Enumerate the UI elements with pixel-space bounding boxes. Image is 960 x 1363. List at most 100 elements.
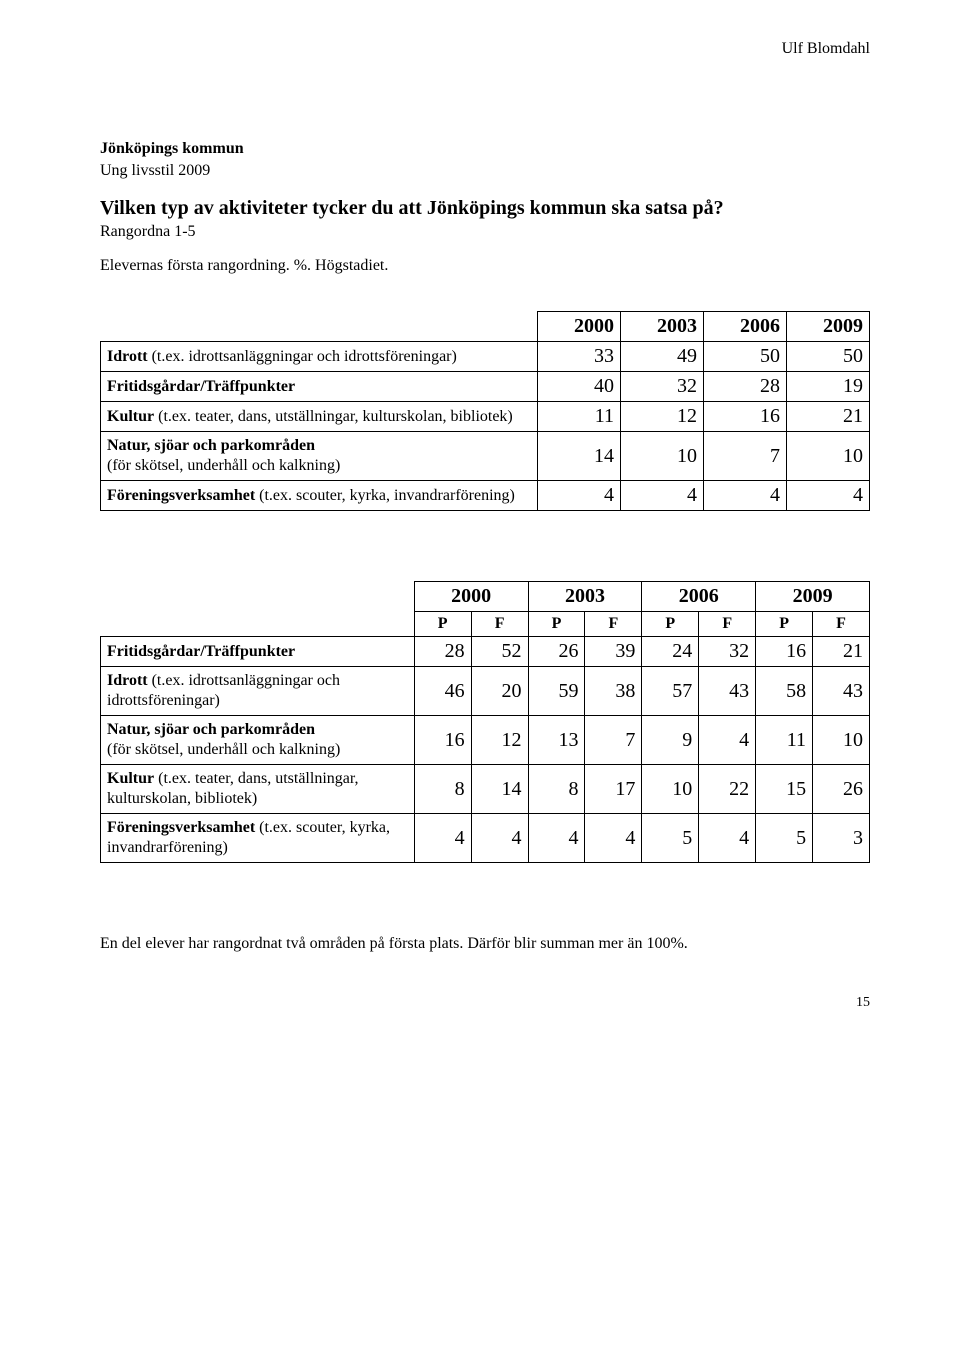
table-1-row: Natur, sjöar och parkområden(för skötsel…	[101, 432, 870, 481]
table-2-row-label: Idrott (t.ex. idrottsanläggningar och id…	[101, 667, 415, 716]
header-line-2: Ung livsstil 2009	[100, 160, 870, 182]
table-1-cell: 4	[538, 481, 621, 511]
table-2-row: Fritidsgårdar/Träffpunkter28522639243216…	[101, 637, 870, 667]
table-2-cell: 28	[414, 637, 471, 667]
table-1: 2000 2003 2006 2009 Idrott (t.ex. idrott…	[100, 311, 870, 511]
table-1-cell: 49	[621, 342, 704, 372]
table-2-pf-5: F	[699, 612, 756, 637]
table-2-row-label: Föreningsverksamhet (t.ex. scouter, kyrk…	[101, 814, 415, 863]
table-2-year-3: 2009	[756, 582, 870, 612]
table-2-row: Föreningsverksamhet (t.ex. scouter, kyrk…	[101, 814, 870, 863]
table-2-cell: 43	[699, 667, 756, 716]
table-2-cell: 12	[471, 716, 528, 765]
table-1-cell: 12	[621, 402, 704, 432]
table-2-cell: 4	[471, 814, 528, 863]
table-2-pf-1: F	[471, 612, 528, 637]
table-1-row: Föreningsverksamhet (t.ex. scouter, kyrk…	[101, 481, 870, 511]
page-container: Ulf Blomdahl Jönköpings kommun Ung livss…	[0, 0, 960, 1051]
table-2: 2000 2003 2006 2009 P F P F P F P F Frit…	[100, 581, 870, 863]
table-2-cell: 14	[471, 765, 528, 814]
table-1-cell: 4	[704, 481, 787, 511]
table-1-row: Idrott (t.ex. idrottsanläggningar och id…	[101, 342, 870, 372]
table-2-cell: 39	[585, 637, 642, 667]
table-2-cell: 58	[756, 667, 813, 716]
table-2-cell: 8	[414, 765, 471, 814]
table-2-cell: 4	[528, 814, 585, 863]
table-2-row-label: Kultur (t.ex. teater, dans, utställninga…	[101, 765, 415, 814]
table-1-header-row: 2000 2003 2006 2009	[101, 312, 870, 342]
table-2-cell: 46	[414, 667, 471, 716]
table-1-row-label: Natur, sjöar och parkområden(för skötsel…	[101, 432, 538, 481]
table-1-row: Fritidsgårdar/Träffpunkter40322819	[101, 372, 870, 402]
table-1-cell: 40	[538, 372, 621, 402]
table-2-cell: 16	[756, 637, 813, 667]
table-2-cell: 3	[813, 814, 870, 863]
table-2-cell: 57	[642, 667, 699, 716]
table-1-row: Kultur (t.ex. teater, dans, utställninga…	[101, 402, 870, 432]
table-1-cell: 21	[787, 402, 870, 432]
table-2-cell: 7	[585, 716, 642, 765]
table-2-year-0: 2000	[414, 582, 528, 612]
footnote-text: En del elever har rangordnat två områden…	[100, 933, 870, 955]
table-1-cell: 33	[538, 342, 621, 372]
table-1-row-label: Kultur (t.ex. teater, dans, utställninga…	[101, 402, 538, 432]
table-2-cell: 11	[756, 716, 813, 765]
table-1-cell: 4	[621, 481, 704, 511]
table-2-pf-4: P	[642, 612, 699, 637]
table-2-row-label: Natur, sjöar och parkområden(för skötsel…	[101, 716, 415, 765]
table-2-empty-header	[101, 582, 415, 612]
table-2-cell: 4	[699, 814, 756, 863]
table-1-year-0: 2000	[538, 312, 621, 342]
table-2-cell: 4	[414, 814, 471, 863]
table-2-year-1: 2003	[528, 582, 642, 612]
table-2-pf-0: P	[414, 612, 471, 637]
table-1-row-label: Fritidsgårdar/Träffpunkter	[101, 372, 538, 402]
table-2-cell: 32	[699, 637, 756, 667]
table-1-cell: 32	[621, 372, 704, 402]
document-subtitle: Rangordna 1-5	[100, 223, 870, 241]
table-2-cell: 15	[756, 765, 813, 814]
description-line: Elevernas första rangordning. %. Högstad…	[100, 257, 870, 275]
table-1-cell: 50	[704, 342, 787, 372]
table-2-cell: 13	[528, 716, 585, 765]
table-2-cell: 10	[642, 765, 699, 814]
table-2-pf-7: F	[813, 612, 870, 637]
author-name: Ulf Blomdahl	[100, 40, 870, 58]
header-line-1: Jönköpings kommun	[100, 138, 870, 160]
table-1-year-1: 2003	[621, 312, 704, 342]
table-2-cell: 9	[642, 716, 699, 765]
table-1-cell: 28	[704, 372, 787, 402]
table-2-year-2: 2006	[642, 582, 756, 612]
table-1-cell: 7	[704, 432, 787, 481]
table-1-cell: 10	[621, 432, 704, 481]
table-2-cell: 4	[585, 814, 642, 863]
document-header: Jönköpings kommun Ung livsstil 2009	[100, 138, 870, 181]
page-number: 15	[100, 995, 870, 1011]
table-2-cell: 16	[414, 716, 471, 765]
table-2-year-row: 2000 2003 2006 2009	[101, 582, 870, 612]
table-2-pf-6: P	[756, 612, 813, 637]
table-2-cell: 10	[813, 716, 870, 765]
table-1-empty-header	[101, 312, 538, 342]
table-1-row-label: Idrott (t.ex. idrottsanläggningar och id…	[101, 342, 538, 372]
table-1-cell: 14	[538, 432, 621, 481]
table-1-year-3: 2009	[787, 312, 870, 342]
table-gap	[100, 511, 870, 581]
table-2-row: Idrott (t.ex. idrottsanläggningar och id…	[101, 667, 870, 716]
table-2-cell: 59	[528, 667, 585, 716]
table-2-cell: 17	[585, 765, 642, 814]
table-2-cell: 24	[642, 637, 699, 667]
table-2-cell: 20	[471, 667, 528, 716]
table-2-pf-3: F	[585, 612, 642, 637]
table-2-row-label: Fritidsgårdar/Träffpunkter	[101, 637, 415, 667]
table-2-row: Kultur (t.ex. teater, dans, utställninga…	[101, 765, 870, 814]
table-2-pf-2: P	[528, 612, 585, 637]
table-1-year-2: 2006	[704, 312, 787, 342]
table-2-row: Natur, sjöar och parkområden(för skötsel…	[101, 716, 870, 765]
table-1-cell: 50	[787, 342, 870, 372]
table-2-cell: 43	[813, 667, 870, 716]
table-2-cell: 4	[699, 716, 756, 765]
table-1-cell: 4	[787, 481, 870, 511]
table-2-cell: 21	[813, 637, 870, 667]
table-1-cell: 16	[704, 402, 787, 432]
